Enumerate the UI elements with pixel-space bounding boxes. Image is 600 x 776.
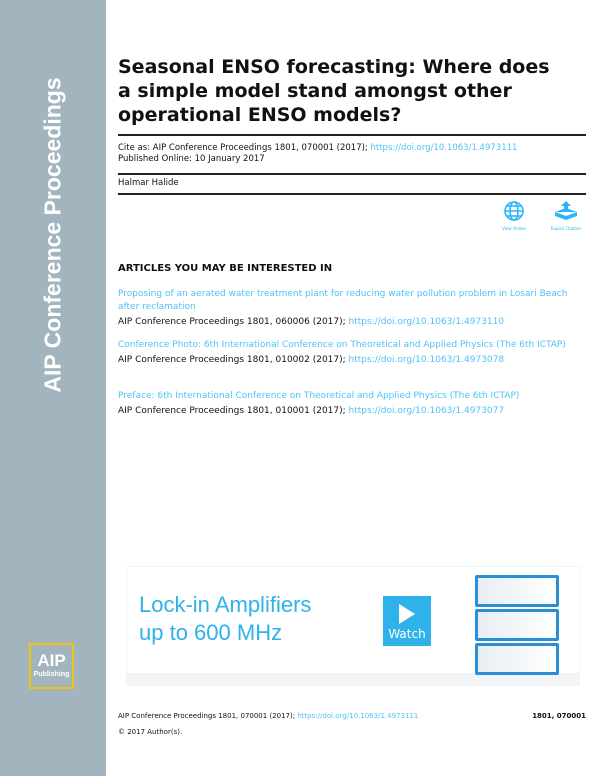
watch-button[interactable]: Watch	[383, 596, 431, 646]
related-heading: ARTICLES YOU MAY BE INTERESTED IN	[118, 263, 333, 274]
related-article-title[interactable]: Preface: 6th International Conference on…	[118, 391, 520, 401]
logo-subtext: Publishing	[33, 671, 70, 678]
related-doi-link[interactable]: https://doi.org/10.1063/1.4973078	[348, 355, 505, 365]
related-cite: AIP Conference Proceedings 1801, 010002 …	[118, 355, 346, 365]
advertisement-banner[interactable]: Lock-in Amplifiers up to 600 MHz Watch	[126, 566, 580, 686]
view-online-label: View Online	[502, 226, 526, 231]
export-icon	[555, 201, 577, 220]
related-doi-link[interactable]: https://doi.org/10.1063/1.4973110	[348, 317, 505, 327]
ad-band	[127, 673, 579, 685]
citation: Cite as: AIP Conference Proceedings 1801…	[118, 143, 517, 165]
divider	[118, 193, 586, 195]
related-article-title[interactable]: Conference Photo: 6th International Conf…	[118, 340, 566, 350]
doi-link[interactable]: https://doi.org/10.1063/1.4973111	[370, 143, 518, 153]
logo-text: AIP	[37, 651, 66, 670]
cite-text: Cite as: AIP Conference Proceedings 1801…	[118, 143, 368, 153]
article-title: Seasonal ENSO forecasting: Where does a …	[118, 56, 550, 126]
globe-icon	[504, 201, 524, 221]
journal-title: AIP Conference Proceedings	[39, 77, 66, 393]
footer-citation: AIP Conference Proceedings 1801, 070001 …	[118, 712, 586, 720]
related-article: Proposing of an aerated water treatment …	[118, 288, 588, 329]
watch-label: Watch	[388, 627, 426, 641]
divider	[118, 173, 586, 175]
ad-text: Lock-in Amplifiers up to 600 MHz	[139, 591, 311, 647]
amplifier-image	[475, 575, 559, 677]
related-article-title[interactable]: Proposing of an aerated water treatment …	[118, 289, 568, 312]
related-cite: AIP Conference Proceedings 1801, 060006 …	[118, 317, 346, 327]
related-article: Conference Photo: 6th International Conf…	[118, 339, 588, 367]
ad-line-1: Lock-in Amplifiers	[139, 592, 312, 617]
author: Halmar Halide	[118, 178, 179, 188]
aip-publishing-logo[interactable]: AIP Publishing	[29, 643, 74, 689]
sidebar: AIP Conference Proceedings AIP Publishin…	[0, 0, 106, 776]
footer-doi-link[interactable]: https://doi.org/10.1063/1.4973111	[297, 712, 419, 720]
related-doi-link[interactable]: https://doi.org/10.1063/1.4973077	[348, 406, 505, 416]
export-citation-button[interactable]: Export Citation	[546, 200, 586, 231]
footer-cite: AIP Conference Proceedings 1801, 070001 …	[118, 712, 296, 720]
play-icon	[399, 604, 415, 624]
copyright: © 2017 Author(s).	[118, 728, 183, 736]
view-online-button[interactable]: View Online	[494, 200, 534, 231]
page-number: 1801, 070001	[532, 712, 586, 720]
related-article: Preface: 6th International Conference on…	[118, 390, 588, 418]
related-cite: AIP Conference Proceedings 1801, 010001 …	[118, 406, 346, 416]
ad-line-2: up to 600 MHz	[139, 620, 283, 645]
export-citation-label: Export Citation	[551, 226, 581, 231]
divider	[118, 134, 586, 136]
published-date: Published Online: 10 January 2017	[118, 154, 265, 164]
